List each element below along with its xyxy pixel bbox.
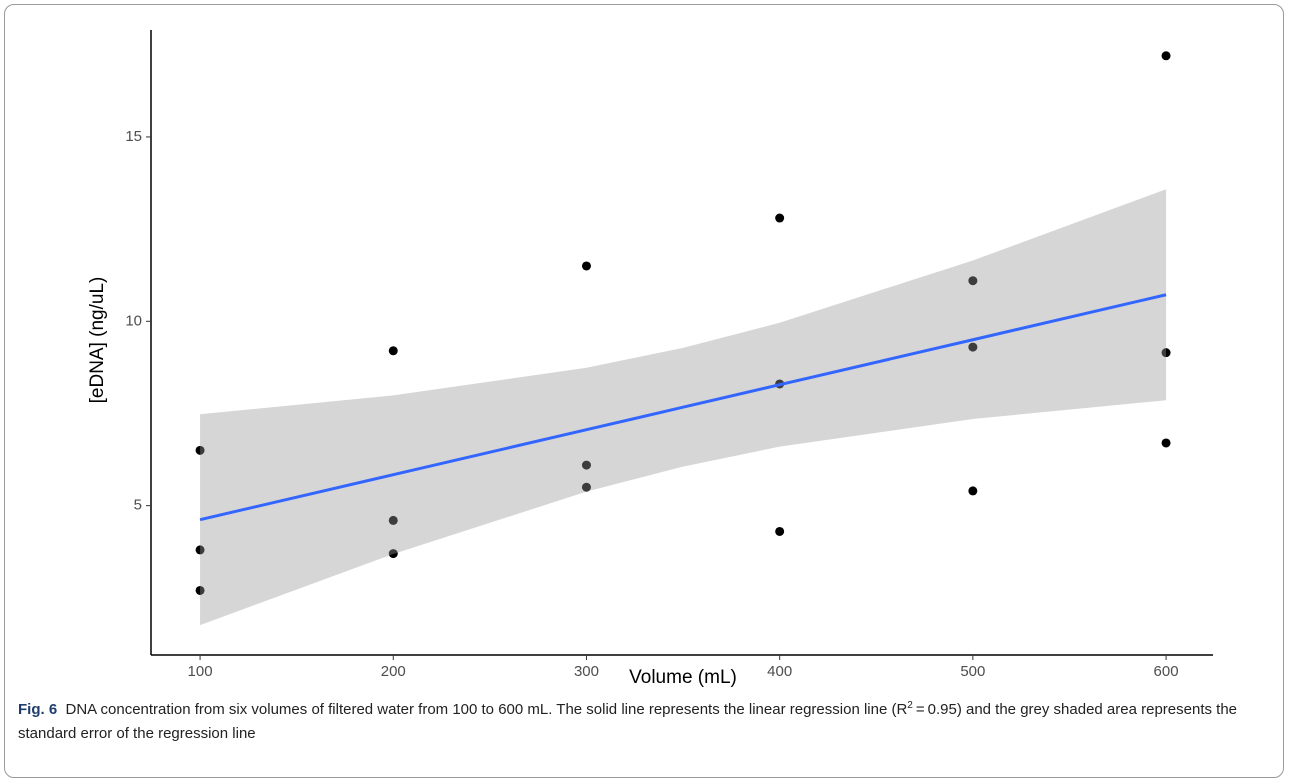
data-point bbox=[968, 486, 978, 496]
x-axis-title: Volume (mL) bbox=[629, 667, 737, 688]
figure-frame bbox=[4, 4, 1284, 778]
x-tick-label: 500 bbox=[960, 663, 985, 680]
data-point bbox=[195, 545, 205, 555]
y-tick-label: 15 bbox=[125, 128, 142, 145]
x-tick-label: 200 bbox=[381, 663, 406, 680]
data-point bbox=[388, 515, 398, 525]
y-tick-label: 5 bbox=[134, 497, 142, 514]
caption-text: DNA concentration from six volumes of fi… bbox=[65, 701, 908, 718]
data-point bbox=[968, 276, 978, 286]
data-point bbox=[775, 526, 785, 536]
data-point bbox=[195, 585, 205, 595]
caption-label: Fig. 6 bbox=[18, 701, 58, 718]
data-point bbox=[388, 346, 398, 356]
x-tick-label: 300 bbox=[574, 663, 599, 680]
data-point bbox=[1161, 438, 1171, 448]
data-point bbox=[1161, 51, 1171, 61]
data-point bbox=[968, 342, 978, 352]
data-point bbox=[775, 213, 785, 223]
x-tick-label: 400 bbox=[767, 663, 792, 680]
data-point bbox=[1161, 348, 1171, 358]
caption: Fig. 6 DNA concentration from six volume… bbox=[18, 694, 1268, 746]
data-point bbox=[388, 549, 398, 559]
data-point bbox=[195, 445, 205, 455]
caption-text: = 0.95) and the grey shaded area represe… bbox=[18, 701, 1237, 742]
data-point bbox=[581, 261, 591, 271]
y-axis-title: [eDNA] (ng/uL) bbox=[87, 277, 108, 404]
data-point bbox=[581, 460, 591, 470]
y-tick-label: 10 bbox=[125, 312, 142, 329]
x-tick-label: 600 bbox=[1154, 663, 1179, 680]
x-tick-label: 100 bbox=[188, 663, 213, 680]
regression-line bbox=[199, 293, 1167, 522]
chart: Volume (mL) [eDNA] (ng/uL) 5 10 15 100 200 30… bbox=[87, 30, 1213, 688]
caption-sup: 2 bbox=[907, 700, 913, 711]
data-point bbox=[581, 482, 591, 492]
